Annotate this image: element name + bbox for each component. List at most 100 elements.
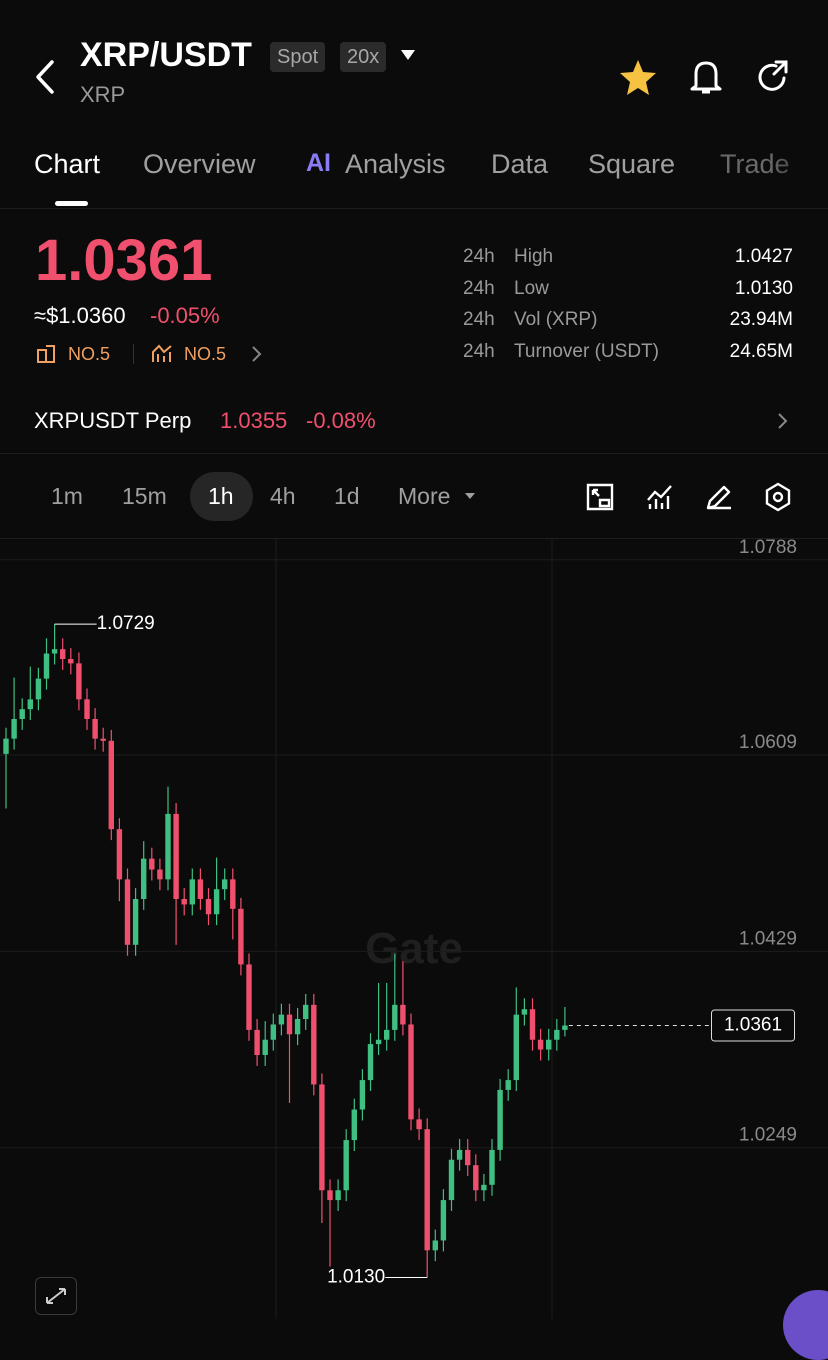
- candle-body: [294, 1019, 301, 1035]
- ai-icon: AI: [306, 149, 331, 177]
- candle-body: [100, 738, 106, 741]
- watermark: Gate: [365, 924, 463, 973]
- interval[interactable]: 15m: [122, 483, 167, 509]
- last-price: 1.0361: [35, 228, 213, 293]
- screen: { "header": {"title": "XRP/USDT", "subti…: [0, 36, 828, 1360]
- candle-body: [335, 1190, 341, 1201]
- candle-body: [222, 879, 228, 890]
- candle-body: [432, 1240, 438, 1251]
- stat-period: 24h: [463, 341, 495, 363]
- candle-body: [562, 1025, 568, 1030]
- candle-body: [230, 879, 236, 909]
- candle-body: [424, 1129, 430, 1251]
- back-button[interactable]: [30, 58, 60, 96]
- interval[interactable]: 1d: [334, 483, 360, 509]
- dropdown-icon[interactable]: [400, 49, 416, 61]
- indicator-icon[interactable]: [585, 482, 615, 512]
- candle-body: [19, 709, 25, 719]
- candle-body: [489, 1149, 495, 1185]
- stat-value: 24.65M: [729, 341, 793, 363]
- chevron[interactable]: [776, 411, 790, 431]
- interval[interactable]: 4h: [270, 483, 296, 509]
- candle-body: [124, 879, 131, 945]
- candle-body: [76, 663, 82, 700]
- divider: [0, 453, 828, 454]
- tab-fade: [770, 140, 828, 190]
- tab[interactable]: Chart: [34, 149, 101, 179]
- candle-body: [246, 964, 252, 1030]
- alert-icon[interactable]: [688, 58, 724, 96]
- candle-body: [270, 1024, 276, 1040]
- interval[interactable]: 1h: [208, 483, 234, 509]
- favorite-icon[interactable]: [618, 58, 658, 96]
- pair-title: XRP/USDT: [80, 36, 252, 74]
- stat-value: 1.0427: [734, 246, 793, 267]
- candle-body: [165, 813, 171, 880]
- dropdown-icon[interactable]: [464, 492, 476, 500]
- candle-body: [262, 1039, 268, 1055]
- candle-body: [181, 899, 187, 905]
- pair-subtitle: XRP: [80, 82, 126, 107]
- candle-body: [384, 1029, 390, 1040]
- stat-period: 24h: [463, 309, 495, 331]
- tab[interactable]: Analysis: [345, 149, 446, 179]
- candle-body: [51, 649, 58, 654]
- tab[interactable]: Data: [491, 149, 549, 179]
- candle-body: [465, 1149, 471, 1166]
- candle-body: [416, 1119, 422, 1130]
- candle-body: [278, 1014, 285, 1025]
- candle-body: [303, 1004, 309, 1019]
- stat-label: Vol (XRP): [514, 309, 598, 331]
- fullscreen-button[interactable]: [35, 1277, 77, 1315]
- stat-value: 1.0130: [734, 277, 793, 299]
- settings-icon[interactable]: [763, 482, 793, 512]
- rank-icon: [37, 345, 55, 363]
- badge[interactable]: Spot: [270, 42, 326, 72]
- candle-body: [546, 1039, 552, 1050]
- candle-body: [43, 653, 50, 679]
- compare-icon[interactable]: [645, 482, 675, 512]
- candle-body: [473, 1165, 479, 1191]
- candle-body: [408, 1024, 414, 1120]
- candle-body: [521, 1009, 528, 1015]
- candle-body: [254, 1029, 260, 1055]
- interval[interactable]: More: [398, 483, 451, 509]
- candle-body: [311, 1004, 317, 1085]
- page: XRP/USDT html, body { margin: 0; padding…: [0, 36, 828, 1360]
- y-tick-label: 1.0788: [739, 539, 797, 558]
- fullscreen-icon: [46, 1288, 66, 1304]
- rank[interactable]: NO.5: [184, 344, 227, 364]
- stat-label: Turnover (USDT): [514, 341, 659, 363]
- y-tick-label: 1.0249: [739, 1125, 797, 1146]
- badge[interactable]: 20x: [340, 42, 387, 72]
- candle-body: [359, 1080, 366, 1110]
- candle-body: [327, 1190, 333, 1201]
- perp-name[interactable]: XRPUSDT Perp: [34, 408, 192, 433]
- rank[interactable]: NO.5: [68, 344, 111, 364]
- candle-body: [351, 1109, 357, 1141]
- interval[interactable]: 1m: [51, 483, 83, 509]
- rank-icon: [152, 344, 172, 362]
- stat-label: High: [514, 246, 554, 267]
- tab[interactable]: Square: [588, 149, 676, 179]
- candle-body: [238, 908, 244, 965]
- stat-period: 24h: [463, 277, 495, 299]
- stat-period: 24h: [463, 246, 495, 267]
- candle-body: [68, 659, 74, 664]
- candle-body: [529, 1009, 536, 1040]
- candle-body: [173, 813, 179, 899]
- share-icon[interactable]: [754, 58, 792, 96]
- usd-price: ≈$1.0360: [34, 303, 126, 328]
- spacer: [0, 382, 828, 383]
- candle-body: [92, 719, 98, 739]
- candle-body: [497, 1089, 503, 1150]
- candle-body: [343, 1140, 349, 1191]
- separator: [133, 344, 134, 364]
- draw-icon[interactable]: [704, 482, 734, 512]
- chevron[interactable]: [250, 344, 264, 364]
- candle-body: [319, 1084, 325, 1191]
- tab[interactable]: Overview: [143, 149, 256, 179]
- candlestick-chart: Gate 1.0788 1.0609 1.0429 1.0249 1.0729 1.013…: [0, 539, 828, 1319]
- interval-selected: [190, 472, 253, 521]
- candle-body: [189, 879, 195, 905]
